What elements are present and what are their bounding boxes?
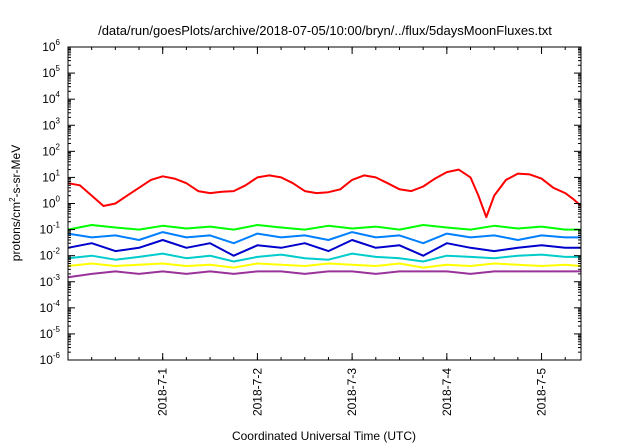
series-line-7 bbox=[67, 270, 581, 279]
y-tick-label: 10-6 bbox=[40, 351, 61, 367]
y-ticks: 10-6 10-5 10-4 10-3 10-2 10-1 100 101 102 103 104 1… bbox=[40, 38, 581, 367]
x-tick-label: 2018-7-5 bbox=[535, 368, 549, 416]
series-line-3 bbox=[67, 231, 581, 245]
x-ticks: 2018-7-1 2018-7-2 2018-7-3 2018-7-4 2018-7-5 bbox=[67, 47, 566, 416]
x-axis-label: Coordinated Universal Time (UTC) bbox=[232, 429, 416, 443]
y-axis-label: protons/cm2-s-sr-MeV bbox=[8, 145, 23, 261]
y-tick-label: 10-1 bbox=[40, 221, 61, 237]
y-tick-label: 10-3 bbox=[40, 273, 61, 289]
series-group bbox=[67, 168, 582, 279]
chart-title: /data/run/goesPlots/archive/2018-07-05/1… bbox=[98, 23, 552, 38]
x-tick-label: 2018-7-4 bbox=[440, 368, 454, 416]
y-tick-label: 104 bbox=[42, 90, 60, 106]
x-tick-label: 2018-7-3 bbox=[345, 368, 359, 416]
y-axis-label-exponent: 2 bbox=[8, 197, 17, 202]
series-line-6 bbox=[67, 262, 582, 269]
x-tick-label: 2018-7-1 bbox=[156, 368, 170, 416]
y-tick-label: 103 bbox=[42, 116, 60, 132]
y-tick-label: 10-5 bbox=[40, 325, 61, 341]
y-tick-label: 101 bbox=[42, 168, 60, 184]
series-line-5 bbox=[67, 252, 581, 263]
y-tick-label: 10-4 bbox=[40, 299, 61, 315]
x-tick-label: 2018-7-2 bbox=[250, 368, 264, 416]
series-line-1 bbox=[67, 168, 582, 219]
plot-frame bbox=[67, 46, 582, 361]
y-tick-label: 106 bbox=[42, 38, 60, 54]
y-axis-label-base: protons/cm bbox=[9, 202, 23, 261]
series-line-4 bbox=[67, 239, 581, 257]
y-tick-label: 100 bbox=[42, 195, 60, 211]
y-axis-label-rest: -s-sr-MeV bbox=[9, 145, 23, 198]
series-line-2 bbox=[67, 224, 581, 231]
y-tick-label: 102 bbox=[42, 142, 60, 158]
y-tick-label: 105 bbox=[42, 64, 60, 80]
y-tick-label: 10-2 bbox=[40, 247, 61, 263]
